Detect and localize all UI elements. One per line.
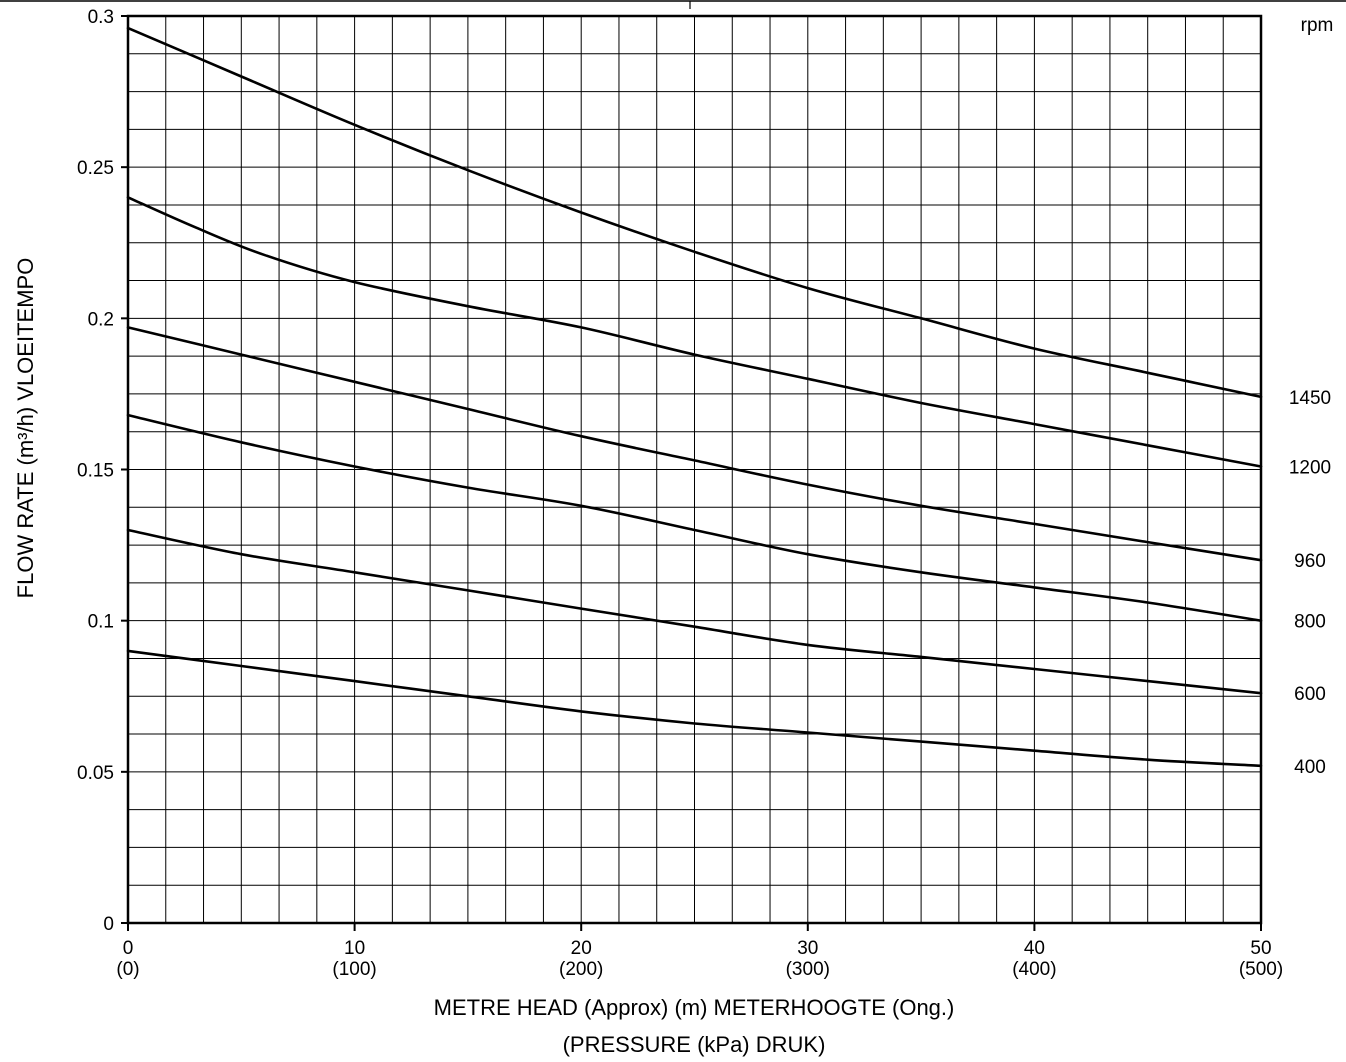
rpm-label-600: 600 bbox=[1294, 684, 1326, 705]
x-tick-sublabel: (400) bbox=[1012, 959, 1056, 980]
y-tick-label: 0.15 bbox=[77, 461, 114, 482]
y-tick-label: 0.25 bbox=[77, 158, 114, 179]
y-tick-label: 0.2 bbox=[88, 309, 114, 330]
x-tick-label: 10 bbox=[344, 938, 365, 959]
rpm-label-960: 960 bbox=[1294, 551, 1326, 572]
rpm-label-400: 400 bbox=[1294, 757, 1326, 778]
y-tick-label: 0 bbox=[103, 914, 114, 935]
x-tick-label: 40 bbox=[1024, 938, 1045, 959]
grid bbox=[128, 16, 1261, 923]
rpm-curve-400 bbox=[126, 649, 1263, 768]
x-tick-sublabel: (100) bbox=[332, 959, 376, 980]
rpm-curve-960 bbox=[126, 326, 1263, 562]
axis-ticks: 00.050.10.150.20.250.30(0)10(100)20(200)… bbox=[77, 7, 1283, 980]
x-tick-label: 30 bbox=[797, 938, 818, 959]
rpm-curve-1200 bbox=[126, 196, 1263, 468]
rpm-unit-label: rpm bbox=[1301, 15, 1334, 36]
x-tick-sublabel: (200) bbox=[559, 959, 603, 980]
rpm-label-1200: 1200 bbox=[1289, 457, 1331, 478]
x-tick-label: 50 bbox=[1250, 938, 1271, 959]
x-tick-sublabel: (0) bbox=[116, 959, 139, 980]
rpm-curve-1450 bbox=[126, 26, 1263, 399]
rpm-curve-800 bbox=[126, 413, 1263, 622]
rpm-labels: 1450 1200 960 800 600 400 bbox=[1289, 388, 1331, 778]
rpm-label-1450: 1450 bbox=[1289, 388, 1331, 409]
y-tick-label: 0.3 bbox=[88, 7, 114, 28]
rpm-curves bbox=[126, 26, 1263, 768]
x-tick-sublabel: (500) bbox=[1239, 959, 1283, 980]
y-tick-label: 0.05 bbox=[77, 763, 114, 784]
x-tick-label: 0 bbox=[123, 938, 134, 959]
x-axis-subtitle: (PRESSURE (kPa) DRUK) bbox=[563, 1032, 826, 1057]
y-tick-label: 0.1 bbox=[88, 612, 114, 633]
x-tick-label: 20 bbox=[571, 938, 592, 959]
rpm-curve-600 bbox=[126, 528, 1263, 695]
y-axis-title: FLOW RATE (m³/h) VLOEITEMPO bbox=[13, 258, 38, 599]
rpm-label-800: 800 bbox=[1294, 612, 1326, 633]
x-tick-sublabel: (300) bbox=[786, 959, 830, 980]
x-axis-title: METRE HEAD (Approx) (m) METERHOOGTE (Ong… bbox=[434, 995, 955, 1020]
